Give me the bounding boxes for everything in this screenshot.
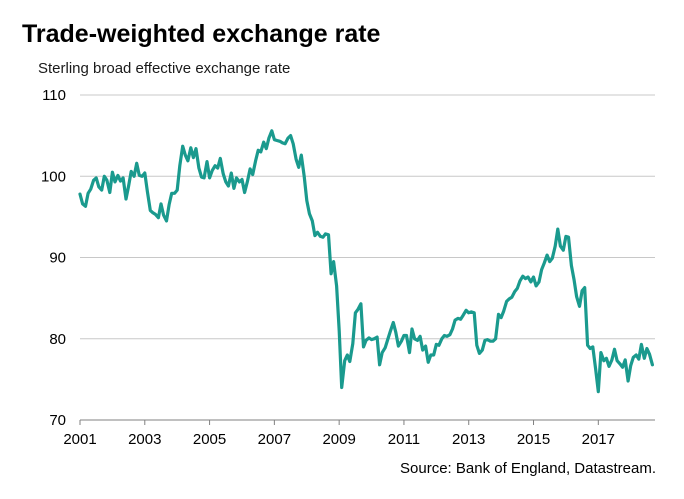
x-tick-label: 2013 (452, 431, 485, 448)
x-tick-label: 2017 (582, 431, 615, 448)
source-note: Source: Bank of England, Datastream. (400, 460, 656, 477)
x-tick-label: 2007 (258, 431, 291, 448)
chart-title: Trade-weighted exchange rate (22, 20, 381, 48)
y-tick-label: 90 (49, 250, 66, 267)
x-tick-label: 2009 (322, 431, 355, 448)
x-tick-label: 2011 (388, 431, 420, 448)
x-tick-label: 2003 (128, 431, 161, 448)
x-tick-label: 2001 (63, 431, 96, 448)
y-tick-label: 100 (41, 168, 66, 185)
chart-subtitle: Sterling broad effective exchange rate (38, 60, 291, 77)
y-axis-labels: 70 80 90 100 110 (41, 87, 66, 429)
y-tick-label: 70 (49, 412, 66, 429)
series-layer (78, 129, 655, 394)
y-tick-label: 80 (49, 331, 66, 348)
x-axis: 2001 2003 2005 2007 2009 2011 2013 2015 2017 (63, 419, 655, 448)
series-line-0 (78, 129, 655, 394)
x-tick-label: 2005 (193, 431, 226, 448)
x-tick-label: 2015 (517, 431, 550, 448)
y-tick-label: 110 (42, 87, 66, 104)
